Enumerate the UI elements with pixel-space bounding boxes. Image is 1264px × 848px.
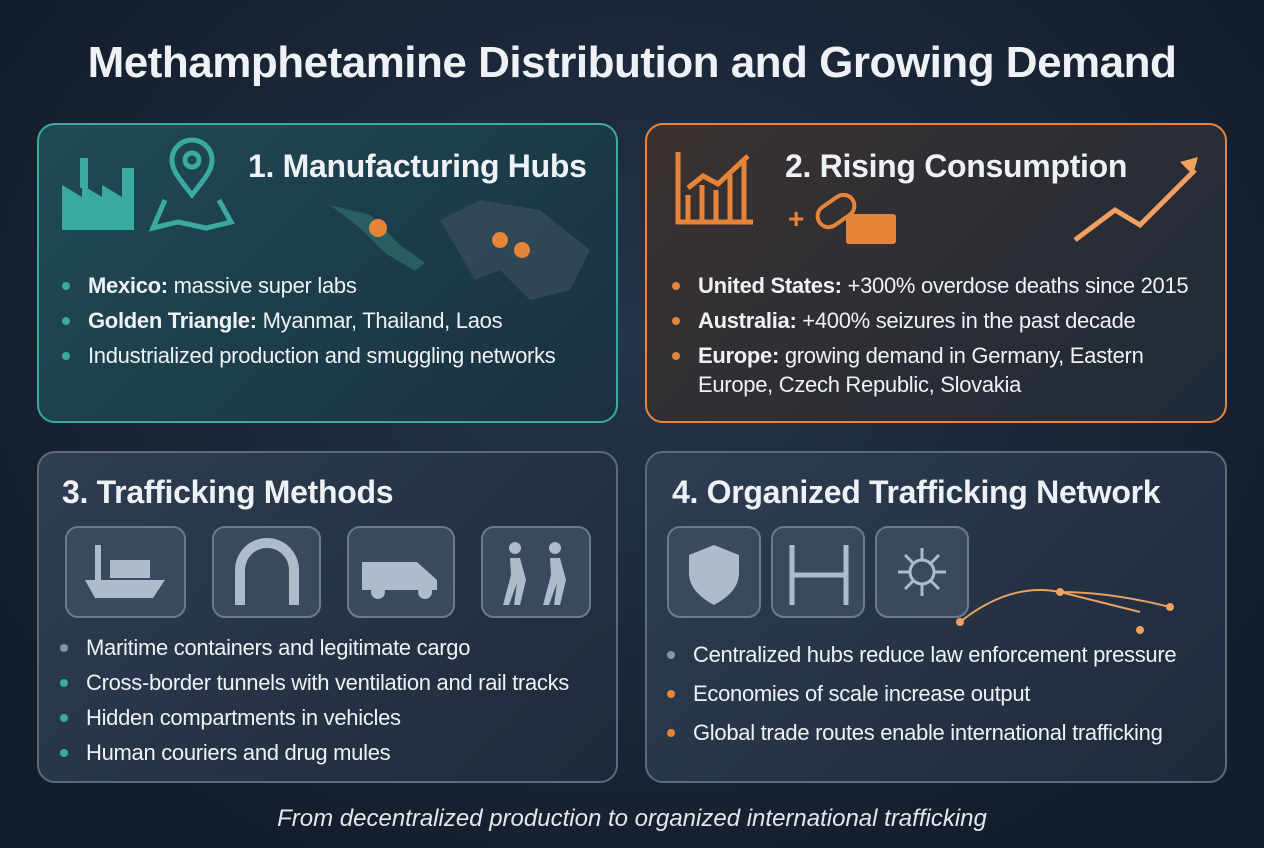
panel-title: 1. Manufacturing Hubs bbox=[248, 148, 587, 184]
bullet-text: Myanmar, Thailand, Laos bbox=[262, 308, 503, 333]
bullet: Golden Triangle: Myanmar, Thailand, Laos bbox=[62, 306, 607, 335]
icon-shapes bbox=[689, 545, 1174, 634]
bullet-list: United States: +300% overdose deaths sin… bbox=[672, 271, 1217, 405]
bullet-text: Hidden compartments in vehicles bbox=[86, 705, 401, 730]
bullet: Maritime containers and legitimate cargo bbox=[60, 633, 615, 662]
footer: From decentralized production to organiz… bbox=[277, 805, 987, 832]
bullet-label: Europe: bbox=[698, 343, 780, 368]
courier-icon-box bbox=[481, 526, 591, 618]
panel-title: 3. Trafficking Methods bbox=[62, 474, 394, 510]
bullet-text: growing demand in Germany, Eastern Europ… bbox=[698, 343, 1144, 397]
panel bbox=[645, 123, 1227, 423]
chart-icon bbox=[675, 152, 753, 225]
arrow-head bbox=[1180, 157, 1198, 175]
bullet-text: +400% seizures in the past decade bbox=[802, 308, 1136, 333]
bullet: Europe: growing demand in Germany, Easte… bbox=[672, 341, 1217, 399]
bullet: Centralized hubs reduce law enforcement … bbox=[667, 640, 1222, 669]
bullet-text: Human couriers and drug mules bbox=[86, 740, 391, 765]
factory-icon bbox=[62, 158, 134, 230]
bullet-label: Golden Triangle: bbox=[88, 308, 257, 333]
bullet-label: Australia: bbox=[698, 308, 797, 333]
bullet: Economies of scale increase output bbox=[667, 679, 1222, 708]
icon-shapes bbox=[85, 538, 566, 605]
barrier-icon-box bbox=[771, 526, 865, 618]
bullet-label: Mexico: bbox=[88, 273, 168, 298]
bullet-label: United States: bbox=[698, 273, 842, 298]
bullet: Hidden compartments in vehicles bbox=[60, 703, 615, 732]
bullet-list: Mexico: massive super labs Golden Triangl… bbox=[62, 271, 607, 376]
bullet-text: Cross-border tunnels with ventilation an… bbox=[86, 670, 569, 695]
bullet: Mexico: massive super labs bbox=[62, 271, 607, 300]
bullet: Cross-border tunnels with ventilation an… bbox=[60, 668, 615, 697]
panel-title: 2. Rising Consumption bbox=[785, 148, 1128, 184]
map-pin-icon bbox=[148, 137, 235, 232]
bullet: Human couriers and drug mules bbox=[60, 738, 615, 767]
bullet: Australia: +400% seizures in the past de… bbox=[672, 306, 1217, 335]
money-icon bbox=[846, 214, 896, 244]
trend-arrow bbox=[1073, 168, 1197, 242]
bullet: Industrialized production and smuggling … bbox=[62, 341, 607, 370]
bullet-text: Centralized hubs reduce law enforcement … bbox=[693, 642, 1177, 667]
pill-icon bbox=[815, 192, 857, 230]
bullet-text: +300% overdose deaths since 2015 bbox=[847, 273, 1189, 298]
page-title: Methamphetamine Distribution and Growing… bbox=[87, 38, 1177, 87]
network-icon-box bbox=[875, 526, 969, 618]
bullet-list: Centralized hubs reduce law enforcement … bbox=[667, 640, 1222, 757]
bullet: Global trade routes enable international… bbox=[667, 718, 1222, 747]
bullet: United States: +300% overdose deaths sin… bbox=[672, 271, 1217, 300]
bullet-text: Maritime containers and legitimate cargo bbox=[86, 635, 471, 660]
bullet-text: Industrialized production and smuggling … bbox=[88, 343, 556, 368]
plus-icon: + bbox=[788, 203, 804, 234]
bullet-list: Maritime containers and legitimate cargo… bbox=[60, 633, 615, 773]
bullet-text: Global trade routes enable international… bbox=[693, 720, 1163, 745]
bullet-text: Economies of scale increase output bbox=[693, 681, 1031, 706]
panel-title: 4. Organized Trafficking Network bbox=[672, 474, 1161, 510]
bullet-text: massive super labs bbox=[173, 273, 357, 298]
